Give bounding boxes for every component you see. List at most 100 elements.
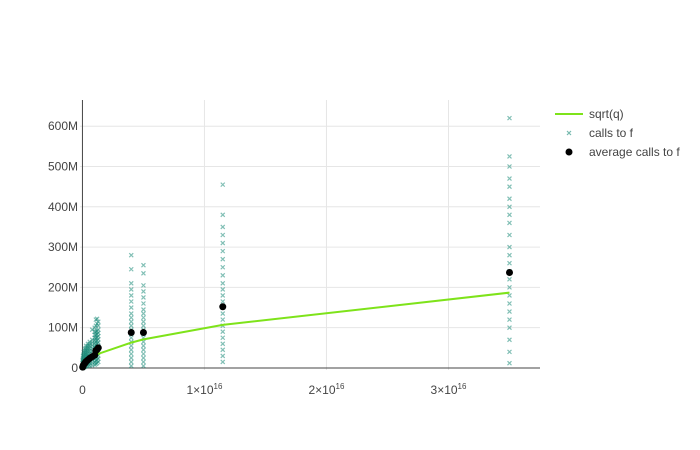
calls-to-f-point xyxy=(220,256,226,262)
calls-to-f-point xyxy=(128,343,134,349)
calls-to-f-point xyxy=(507,232,512,238)
calls-to-f-point xyxy=(128,323,134,329)
calls-to-f-point xyxy=(507,115,512,121)
calls-to-f-point xyxy=(141,282,146,288)
x-tick-label: 3×1016 xyxy=(431,382,467,397)
calls-to-f-point xyxy=(128,359,134,365)
calls-to-f-point xyxy=(507,293,512,298)
calls-to-f-point xyxy=(220,347,226,353)
calls-to-f-point xyxy=(141,319,146,325)
calls-to-f-point xyxy=(141,301,146,306)
calls-to-f-point xyxy=(220,182,226,188)
calls-to-f-point xyxy=(507,325,512,331)
calls-to-f-point xyxy=(128,347,134,353)
x-tick-exponent: 16 xyxy=(458,382,467,391)
y-tick-label: 100M xyxy=(48,321,78,335)
y-tick-label: 300M xyxy=(48,240,78,254)
calls-to-f-point xyxy=(128,252,134,258)
calls-to-f-point xyxy=(128,286,134,292)
calls-to-f-point xyxy=(507,284,512,290)
average-calls-point xyxy=(505,268,513,276)
calls-to-f-point xyxy=(128,280,134,286)
calls-to-f-point xyxy=(507,176,512,182)
legend-x-marker-icon xyxy=(566,130,572,136)
calls-to-f-point xyxy=(141,288,146,294)
legend-label: sqrt(q) xyxy=(589,107,624,121)
y-tick-label: 200M xyxy=(48,280,78,294)
calls-to-f-point xyxy=(507,204,512,210)
grid xyxy=(80,100,540,370)
calls-to-f-point xyxy=(507,252,512,258)
x-tick-mantissa: 1×10 xyxy=(186,383,213,397)
legend-label: calls to f xyxy=(589,126,634,140)
calls-to-f-point xyxy=(128,319,134,325)
legend[interactable]: sqrt(q) calls to f average calls to f xyxy=(555,107,680,159)
average-calls-point xyxy=(219,303,227,311)
calls-to-f-point xyxy=(220,311,226,317)
calls-to-f-point xyxy=(220,224,226,230)
calls-to-f-point xyxy=(128,363,134,369)
calls-to-f-point xyxy=(507,276,512,282)
calls-to-f-point xyxy=(141,295,146,300)
calls-to-f-point xyxy=(141,323,146,329)
y-tick-label: 400M xyxy=(48,200,78,214)
x-tick-mantissa: 2×10 xyxy=(309,383,336,397)
axes xyxy=(80,100,540,370)
calls-to-f-point xyxy=(220,272,226,278)
calls-to-f-point xyxy=(94,316,100,322)
calls-to-f-point xyxy=(220,286,226,292)
calls-to-f-point xyxy=(141,351,146,357)
legend-label: average calls to f xyxy=(589,145,680,159)
calls-to-f-point xyxy=(220,329,226,335)
calls-to-f-point xyxy=(95,323,101,329)
calls-to-f-point xyxy=(220,335,226,341)
x-tick-label: 1×1016 xyxy=(186,382,222,397)
calls-to-f-point xyxy=(141,347,146,353)
calls-to-f-point xyxy=(220,248,226,254)
calls-to-f-point xyxy=(507,349,512,355)
calls-to-f-point xyxy=(141,262,146,268)
x-tick-exponent: 16 xyxy=(336,382,345,391)
legend-item[interactable]: sqrt(q) xyxy=(555,107,624,121)
calls-to-f-point xyxy=(220,353,226,359)
calls-to-f-point xyxy=(507,309,512,314)
calls-to-f-point xyxy=(128,266,134,272)
calls-to-f-point xyxy=(507,212,512,218)
calls-to-f-point xyxy=(128,311,134,317)
calls-to-f-point xyxy=(128,355,134,361)
calls-to-f-point xyxy=(507,244,512,250)
calls-to-f-point xyxy=(128,299,134,304)
average-calls-point xyxy=(139,329,147,337)
calls-to-f-point xyxy=(141,359,146,365)
x-tick-mantissa: 3×10 xyxy=(431,383,458,397)
calls-to-f-point xyxy=(220,299,226,304)
calls-to-f-point xyxy=(128,351,134,357)
calls-to-f-point xyxy=(95,327,101,333)
calls-to-f-point xyxy=(141,355,146,361)
calls-to-f-point xyxy=(141,363,146,369)
average-calls-point xyxy=(127,329,135,337)
y-tick-label: 500M xyxy=(48,159,78,173)
y-tick-label: 600M xyxy=(48,119,78,133)
legend-item[interactable]: calls to f xyxy=(566,126,634,140)
legend-dot-icon xyxy=(565,148,573,156)
calls-to-f-point xyxy=(220,240,226,246)
calls-to-f-point xyxy=(507,196,512,202)
average-calls-point xyxy=(94,344,102,352)
legend-item[interactable]: average calls to f xyxy=(565,145,681,159)
y-tick-labels: 0 100M 200M 300M 400M 500M 600M xyxy=(48,119,78,375)
calls-to-f-point xyxy=(220,212,226,218)
calls-to-f-point xyxy=(220,232,226,238)
calls-to-f-point xyxy=(141,311,146,317)
calls-to-f-point xyxy=(141,315,146,321)
calls-to-f-point xyxy=(507,337,512,343)
calls-to-f-point xyxy=(220,280,226,286)
calls-to-f-point xyxy=(220,293,226,298)
calls-to-f-point xyxy=(507,301,512,306)
calls-to-f-point xyxy=(220,264,226,270)
calls-to-f-point xyxy=(128,335,134,341)
calls-to-f-point xyxy=(220,341,226,347)
x-tick-mantissa: 0 xyxy=(79,383,86,397)
